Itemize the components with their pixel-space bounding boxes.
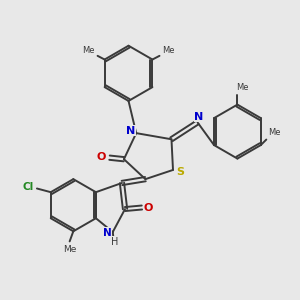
Text: N: N [103,228,112,238]
Text: Me: Me [236,82,248,91]
Text: O: O [143,202,153,212]
Text: Cl: Cl [23,182,34,192]
Text: Me: Me [162,46,175,56]
Text: H: H [111,237,118,247]
Text: Me: Me [268,128,280,137]
Text: N: N [194,112,204,122]
Text: S: S [176,167,184,177]
Text: N: N [126,126,135,136]
Text: Me: Me [82,46,95,56]
Text: O: O [97,152,106,162]
Text: Me: Me [63,245,76,254]
